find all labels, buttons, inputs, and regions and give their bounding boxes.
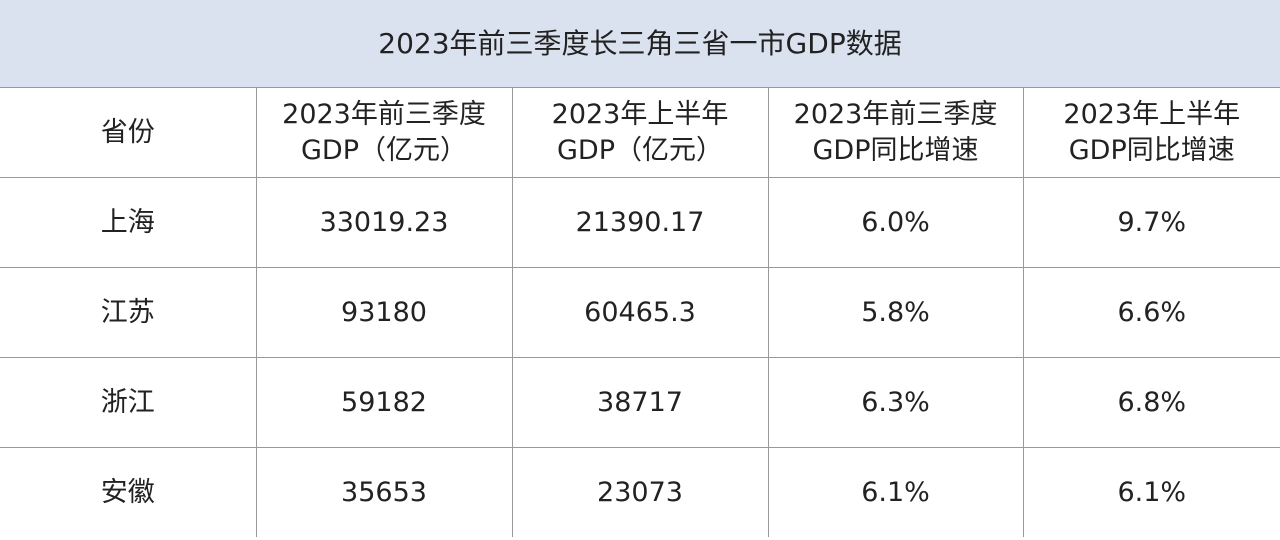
value-cell: 6.8% [1022, 357, 1280, 448]
header-line: 2023年上半年 [551, 98, 729, 130]
header-line: GDP（亿元） [301, 134, 467, 166]
header-line: GDP同比增速 [1068, 134, 1235, 166]
province-cell: 江苏 [0, 267, 257, 358]
value-cell: 6.6% [1022, 267, 1280, 358]
value-cell: 9.7% [1022, 177, 1280, 268]
value-cell: 60465.3 [511, 267, 769, 358]
value-cell: 6.3% [767, 357, 1024, 448]
data-row: 安徽 35653 23073 6.1% 6.1% [0, 447, 1280, 537]
value-cell: 59182 [255, 357, 513, 448]
header-cell: 2023年前三季度 GDP（亿元） [255, 88, 513, 178]
value-cell: 38717 [511, 357, 769, 448]
value-cell: 5.8% [767, 267, 1024, 358]
header-row: 省份 2023年前三季度 GDP（亿元） 2023年上半年 GDP（亿元） 2023年前三… [0, 88, 1280, 178]
header-line: GDP（亿元） [557, 134, 723, 166]
value-cell: 35653 [255, 447, 513, 537]
header-line: GDP同比增速 [812, 134, 979, 166]
value-cell: 23073 [511, 447, 769, 537]
header-line: 省份 [100, 116, 155, 148]
value-cell: 21390.17 [511, 177, 769, 268]
table-title: 2023年前三季度长三角三省一市GDP数据 [0, 0, 1280, 88]
header-cell: 2023年前三季度 GDP同比增速 [767, 88, 1024, 178]
province-cell: 安徽 [0, 447, 257, 537]
value-cell: 6.1% [767, 447, 1024, 537]
gdp-table: 省份 2023年前三季度 GDP（亿元） 2023年上半年 GDP（亿元） 2023年前三… [0, 88, 1280, 537]
header-cell: 省份 [0, 88, 257, 178]
province-cell: 上海 [0, 177, 257, 268]
data-row: 江苏 93180 60465.3 5.8% 6.6% [0, 267, 1280, 358]
header-line: 2023年前三季度 [282, 98, 486, 130]
header-cell: 2023年上半年 GDP同比增速 [1022, 88, 1280, 178]
data-row: 上海 33019.23 21390.17 6.0% 9.7% [0, 177, 1280, 268]
data-row: 浙江 59182 38717 6.3% 6.8% [0, 357, 1280, 448]
value-cell: 6.1% [1022, 447, 1280, 537]
table-body: 省份 2023年前三季度 GDP（亿元） 2023年上半年 GDP（亿元） 2023年前三… [0, 88, 1280, 537]
value-cell: 6.0% [767, 177, 1024, 268]
value-cell: 93180 [255, 267, 513, 358]
header-cell: 2023年上半年 GDP（亿元） [511, 88, 769, 178]
value-cell: 33019.23 [255, 177, 513, 268]
province-cell: 浙江 [0, 357, 257, 448]
header-line: 2023年上半年 [1063, 98, 1241, 130]
header-line: 2023年前三季度 [793, 98, 998, 130]
